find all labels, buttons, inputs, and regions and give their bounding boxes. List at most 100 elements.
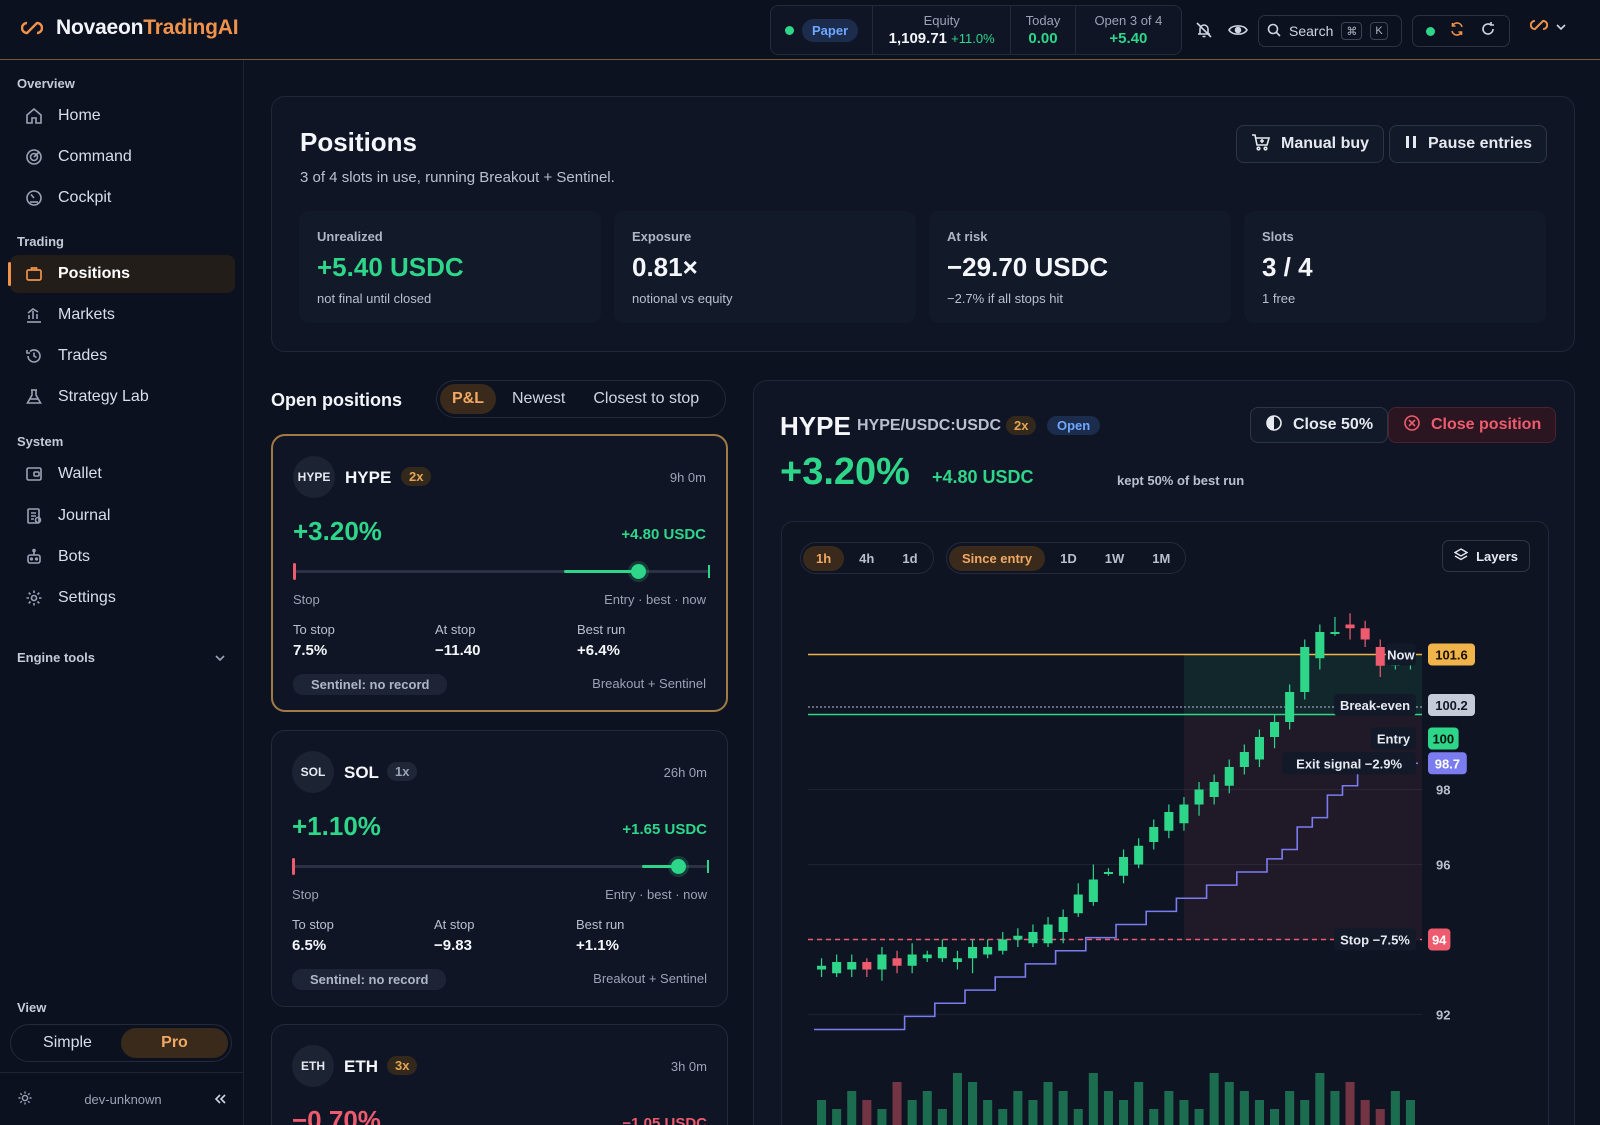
page-title: Positions: [300, 127, 418, 157]
volume-bar: [1375, 1109, 1385, 1125]
volume-bar: [1028, 1100, 1038, 1125]
volume-bar: [1239, 1091, 1249, 1125]
shortcut-key-k: K: [1370, 22, 1388, 40]
stat-value: 3 / 4: [1262, 252, 1313, 282]
open-stat: Open 3 of 4 +5.40: [1076, 6, 1181, 54]
timeframe-4h[interactable]: 4h: [859, 550, 875, 566]
leverage-badge: 3x: [387, 1056, 418, 1075]
exit-signal-tag: 98.7: [1435, 756, 1460, 771]
now-tag: 101.6: [1435, 648, 1468, 663]
candle: [1149, 827, 1159, 842]
position-card-eth[interactable]: ETH ETH 3x 3h 0m −0.70% −1.05 USDC: [271, 1024, 728, 1125]
entry-tag-bg: [1428, 727, 1459, 750]
bell-off-icon[interactable]: [1192, 18, 1216, 42]
volume-bar: [817, 1100, 827, 1125]
view-pro-button[interactable]: Pro: [121, 1028, 228, 1058]
manual-buy-button[interactable]: Manual buy: [1236, 125, 1385, 163]
sidebar-item-cockpit[interactable]: Cockpit: [10, 179, 235, 217]
eye-icon[interactable]: [1226, 18, 1250, 42]
pause-entries-button[interactable]: Pause entries: [1389, 125, 1548, 163]
candle: [1058, 917, 1068, 932]
timeframe-1d[interactable]: 1d: [902, 550, 918, 566]
sort-tab-pnl[interactable]: P&L: [440, 384, 496, 414]
exit-signal-line: [814, 762, 1418, 1031]
brand[interactable]: NovaeonTradingAI: [20, 16, 239, 40]
volume-bar: [862, 1100, 872, 1125]
stat-value: +5.40 USDC: [317, 252, 464, 282]
position-card-hype[interactable]: HYPE HYPE 2x 9h 0m +3.20% +4.80 USDC Sto…: [271, 434, 728, 712]
range-1w[interactable]: 1W: [1104, 550, 1125, 566]
volume-bar: [1149, 1109, 1159, 1125]
open-positions-title: Open positions: [271, 390, 403, 410]
sidebar-item-strategy-lab[interactable]: Strategy Lab: [10, 378, 235, 416]
view-simple-button[interactable]: Simple: [43, 1034, 92, 1051]
candle: [1073, 894, 1083, 914]
stat-label: Unrealized: [317, 229, 383, 244]
close-position-button[interactable]: Close position: [1388, 407, 1557, 443]
stat-label: Slots: [1262, 229, 1294, 244]
volume-bar: [1164, 1091, 1174, 1125]
user-menu[interactable]: [1529, 18, 1566, 36]
search-button[interactable]: Search ⌘ K: [1258, 15, 1402, 47]
stop-tag-bg: [1428, 928, 1451, 951]
volume-bar: [983, 1100, 993, 1125]
sidebar-item-trades[interactable]: Trades: [10, 337, 235, 375]
top-bar: NovaeonTradingAI Paper Equity 1,109.71 +…: [0, 0, 1600, 60]
theme-sun-icon[interactable]: [18, 1091, 32, 1108]
timeframe-1h[interactable]: 1h: [803, 545, 845, 571]
volume-bar: [1405, 1100, 1415, 1125]
engine-tools-toggle[interactable]: Engine tools: [17, 650, 225, 665]
close-50-button[interactable]: Close 50%: [1250, 407, 1389, 443]
sidebar-item-bots[interactable]: Bots: [10, 538, 235, 576]
mode-indicator[interactable]: Paper: [771, 6, 874, 54]
sidebar-item-label: Positions: [58, 265, 131, 282]
sidebar-item-command[interactable]: Command: [10, 138, 235, 176]
timeframe-tabs: 1h 4h 1d: [800, 542, 934, 574]
stop-label: Stop: [293, 592, 320, 607]
connection-dot: [1426, 26, 1436, 36]
candle: [907, 954, 917, 966]
chart-icon: [24, 305, 44, 325]
candle: [1360, 628, 1370, 640]
leverage-badge: 1x: [387, 762, 418, 781]
volume-bar: [922, 1091, 932, 1125]
now-tag-bg: [1428, 643, 1475, 666]
coin-badge: SOL: [292, 751, 334, 793]
position-age: 9h 0m: [669, 470, 706, 485]
stat-exposure: Exposure 0.81× notional vs equity: [614, 211, 916, 323]
price-chart[interactable]: 92 94 96 98 Now 101.6 Break-even 100.2 Entry 100 E…: [782, 582, 1548, 1125]
best-marker: [707, 860, 709, 873]
sidebar-item-journal[interactable]: Journal: [10, 497, 235, 535]
stop-progress-track: [292, 858, 709, 875]
candle: [1043, 924, 1053, 944]
half-circle-icon: [1265, 414, 1283, 437]
status-badge: Open: [1047, 416, 1101, 435]
break-even-label-bg: [1334, 694, 1416, 716]
volume-bar: [998, 1109, 1008, 1125]
sidebar-item-markets[interactable]: Markets: [10, 296, 235, 334]
section-system: System: [17, 434, 64, 449]
sidebar-item-positions[interactable]: Positions: [8, 255, 235, 293]
range-1d[interactable]: 1D: [1060, 550, 1077, 566]
range-since-entry[interactable]: Since entry: [949, 545, 1046, 571]
sidebar-item-wallet[interactable]: Wallet: [10, 455, 235, 493]
sidebar-item-home[interactable]: Home: [10, 97, 235, 135]
y-tick-label: 92: [1436, 1008, 1450, 1023]
collapse-sidebar-icon[interactable]: [214, 1092, 226, 1107]
logo-icon: [20, 16, 44, 40]
position-card-sol[interactable]: SOL SOL 1x 26h 0m +1.10% +1.65 USDC Stop…: [271, 730, 728, 1007]
section-overview: Overview: [17, 76, 75, 91]
layers-button[interactable]: Layers: [1442, 540, 1530, 572]
range-tabs: Since entry 1D 1W 1M: [946, 542, 1187, 574]
candle: [1375, 647, 1385, 666]
status-dot: [785, 25, 794, 35]
refresh-icon[interactable]: [1480, 21, 1496, 42]
sort-tabs: P&L Newest Closest to stop: [436, 380, 726, 418]
stat-note: −2.7% if all stops hit: [947, 291, 1063, 306]
sort-tab-closest-to-stop[interactable]: Closest to stop: [593, 390, 700, 407]
sort-tab-newest[interactable]: Newest: [512, 390, 566, 407]
equity-label: Equity: [923, 13, 960, 28]
sidebar-item-settings[interactable]: Settings: [10, 579, 235, 617]
range-1m[interactable]: 1M: [1152, 550, 1171, 566]
sync-icon[interactable]: [1449, 21, 1465, 42]
